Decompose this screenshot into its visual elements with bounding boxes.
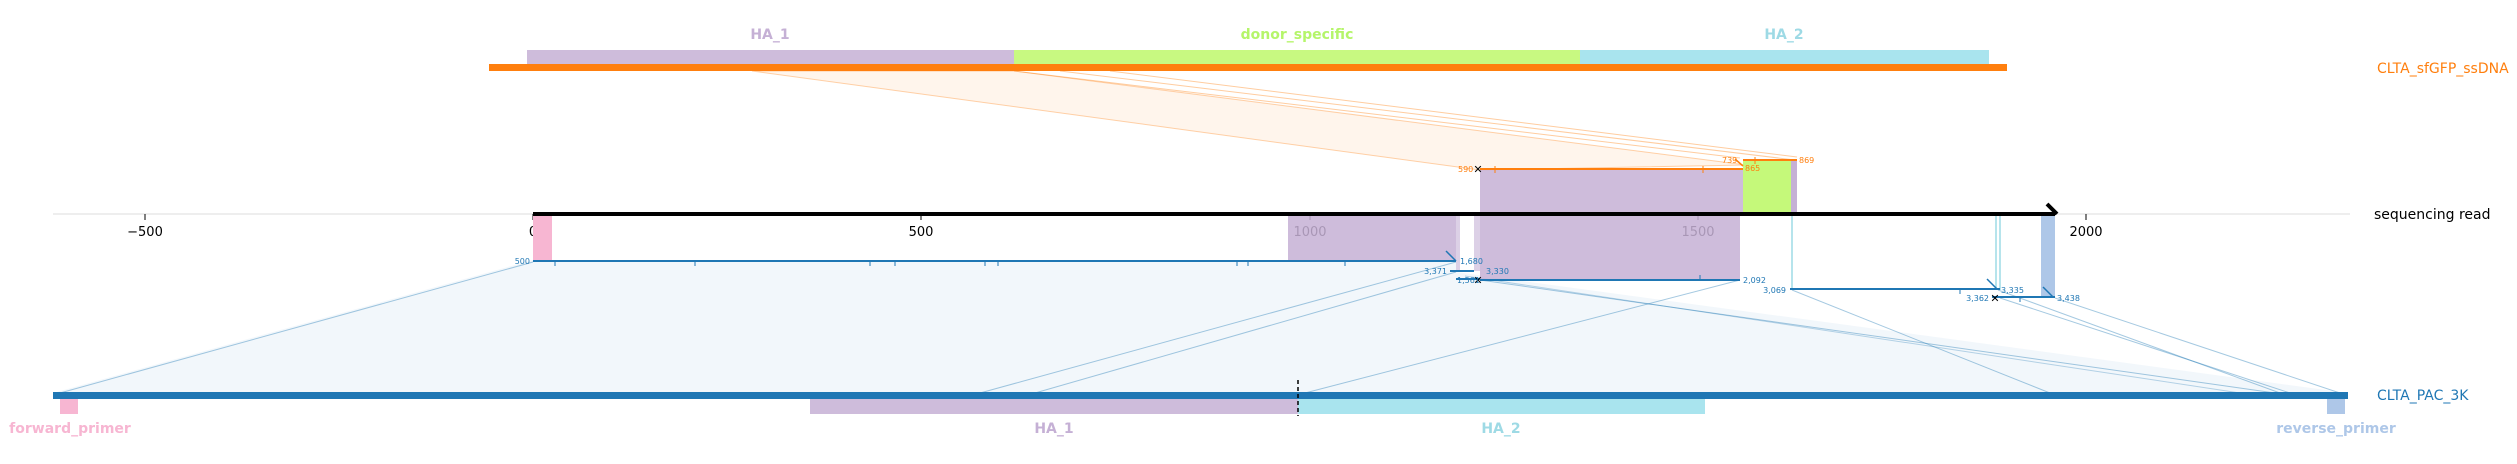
top-alignment-label: 739: [1722, 156, 1737, 165]
bottom-alignment-label: 3,330: [1486, 267, 1509, 276]
bottom-alignment-edge: [1479, 279, 2276, 394]
bottom-feature-forward-primer-label: forward_primer: [9, 421, 131, 437]
top-feature-donor-specific-label: donor_specific: [1241, 27, 1354, 43]
top-alignment-label: 590: [1458, 165, 1473, 174]
top-feature-ha1-bar: [527, 50, 1014, 67]
top-alignment-label: 869: [1799, 156, 1814, 165]
top-alignment-bands: [751, 70, 1798, 171]
bottom-alignment-label: 3,069: [1763, 286, 1786, 295]
bottom-feature-ha1-label: HA_1: [1034, 421, 1073, 437]
alignment-segment-hook: [2042, 286, 2054, 298]
read-small-block: [1456, 216, 1460, 271]
insert-ha1-block: [1480, 169, 1743, 214]
bottom-alignment-edge: [2054, 297, 2341, 394]
bottom-feature-forward-primer-bar: [60, 399, 78, 414]
bottom-alignment-band: [53, 260, 2348, 393]
insert-x-mark: ✕: [1473, 163, 1482, 176]
bottom-alignment-label: 2,092: [1743, 276, 1766, 285]
axis-tick-label: −500: [127, 225, 163, 240]
top-reference-name: CLTA_sfGFP_ssDNA: [2377, 61, 2509, 77]
bottom-alignment-edge: [1304, 279, 1741, 394]
top-insert-blocks: ✕ 739 865 869 590: [1458, 156, 1814, 214]
top-alignment-edge: [1013, 70, 1741, 159]
bottom-feature-reverse-primer-bar: [2327, 399, 2345, 414]
top-feature-ha1-label: HA_1: [750, 27, 789, 43]
top-alignment-label: 865: [1745, 164, 1760, 173]
top-reference-line: [489, 64, 2007, 71]
bottom-feature-reverse-primer-label: reverse_primer: [2276, 421, 2396, 437]
insert-donor-specific-block: [1743, 160, 1791, 214]
read-ha1-block-2: [1480, 216, 1740, 280]
top-alignment-edge: [1059, 70, 1796, 161]
read-ha1-block: [1288, 216, 1456, 261]
bottom-alignment-label: 3,335: [2001, 286, 2024, 295]
top-feature-ha2-bar: [1580, 50, 1989, 67]
bottom-alignment-edge: [1997, 289, 2281, 394]
top-feature-donor-specific-bar: [1014, 50, 1580, 67]
bottom-feature-ha2-label: HA_2: [1481, 421, 1520, 437]
bottom-alignment-label: 1,680: [1460, 257, 1483, 266]
bottom-reference-group: CLTA_PAC_3K forward_primer HA_1 HA_2 rev…: [9, 380, 2469, 437]
top-reference-group: HA_1 donor_specific HA_2 CLTA_sfGFP_ssDN…: [489, 27, 2509, 77]
bottom-alignment-edge: [59, 261, 534, 394]
top-alignment-edge: [1109, 70, 1798, 158]
alignment-segment-hook: [1445, 250, 1457, 262]
axis-tick-label: 2000: [2069, 225, 2102, 240]
alignment-x-mark: ✕: [1990, 292, 1999, 305]
bottom-alignment-label: 1,561: [1457, 276, 1480, 285]
bottom-reference-name: CLTA_PAC_3K: [2377, 388, 2469, 404]
bottom-alignment-bands: [53, 260, 2348, 394]
bottom-alignment-edge: [979, 261, 1457, 394]
insert-arrow-hook: [1734, 158, 1744, 167]
read-feature-blocks: [533, 216, 2055, 298]
bottom-alignment-edge: [1999, 297, 2291, 394]
read-small-block: [1474, 216, 1480, 271]
bottom-feature-ha2-bar: [1298, 399, 1705, 414]
read-name: sequencing read: [2374, 207, 2490, 223]
top-feature-ha2-label: HA_2: [1764, 27, 1803, 43]
top-alignment-band: [751, 70, 1747, 171]
read-axis-group: −500 0 500 1000 1500 2000 sequencing rea…: [53, 202, 2490, 240]
alignment-segment-hook: [1986, 278, 1998, 290]
axis-tick-label: 500: [909, 225, 934, 240]
read-arrowhead: [2045, 202, 2059, 216]
bottom-alignment-segments: ✕ ✕ 500 1,680 3,371 1,561 3,330 2,092 3,…: [515, 250, 2080, 305]
read-reverse-primer-block: [2041, 216, 2055, 298]
bottom-alignment-label: 3,438: [2057, 294, 2080, 303]
bottom-feature-ha1-bar: [810, 399, 1298, 414]
bottom-alignment-label: 500: [515, 257, 530, 266]
bottom-alignment-edge: [1464, 275, 2241, 394]
bottom-alignment-label: 3,371: [1424, 267, 1447, 276]
bottom-alignment-label: 3,362: [1966, 294, 1989, 303]
insert-ha2-block: [1791, 160, 1797, 214]
bottom-alignment-edge: [1034, 271, 1457, 394]
bottom-reference-line: [53, 392, 2348, 399]
alignment-x-mark: ✕: [1473, 274, 1482, 287]
bottom-alignment-edge: [1791, 289, 2051, 394]
read-forward-primer-block: [533, 216, 552, 261]
